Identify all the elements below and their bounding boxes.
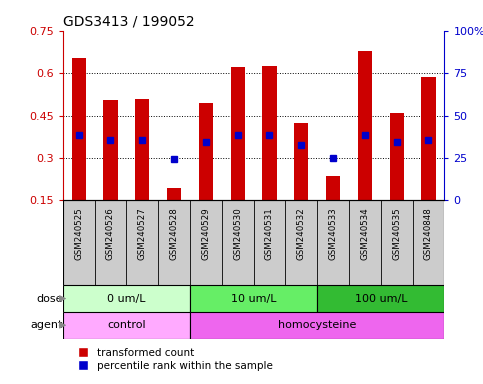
Text: GSM240528: GSM240528 — [170, 207, 179, 260]
Text: GSM240532: GSM240532 — [297, 207, 306, 260]
Bar — [135, 99, 149, 200]
Bar — [190, 312, 444, 339]
Bar — [326, 176, 340, 200]
Text: GSM240534: GSM240534 — [360, 207, 369, 260]
Bar — [317, 285, 444, 312]
Bar — [71, 58, 86, 200]
Bar — [190, 285, 317, 312]
Text: GSM240530: GSM240530 — [233, 207, 242, 260]
Bar — [294, 122, 309, 200]
Text: GSM240848: GSM240848 — [424, 207, 433, 260]
Bar — [167, 188, 181, 200]
Bar — [230, 68, 245, 200]
Bar — [262, 66, 277, 200]
Text: 100 um/L: 100 um/L — [355, 293, 407, 304]
Text: GSM240526: GSM240526 — [106, 207, 115, 260]
Text: control: control — [107, 320, 146, 330]
Text: GSM240531: GSM240531 — [265, 207, 274, 260]
Text: GSM240529: GSM240529 — [201, 207, 211, 260]
Bar — [421, 78, 436, 200]
Text: GSM240525: GSM240525 — [74, 207, 83, 260]
Bar — [63, 285, 190, 312]
Bar — [103, 100, 118, 200]
Text: 10 um/L: 10 um/L — [231, 293, 276, 304]
Text: agent: agent — [30, 320, 63, 330]
Text: GSM240527: GSM240527 — [138, 207, 147, 260]
Text: GDS3413 / 199052: GDS3413 / 199052 — [63, 14, 195, 28]
Text: GSM240535: GSM240535 — [392, 207, 401, 260]
Bar — [389, 113, 404, 200]
Bar — [63, 312, 190, 339]
Text: 0 um/L: 0 um/L — [107, 293, 146, 304]
Legend: transformed count, percentile rank within the sample: transformed count, percentile rank withi… — [68, 344, 277, 375]
Bar — [199, 103, 213, 200]
Text: homocysteine: homocysteine — [278, 320, 356, 330]
Text: GSM240533: GSM240533 — [328, 207, 338, 260]
Bar — [358, 51, 372, 200]
Text: dose: dose — [36, 293, 63, 304]
